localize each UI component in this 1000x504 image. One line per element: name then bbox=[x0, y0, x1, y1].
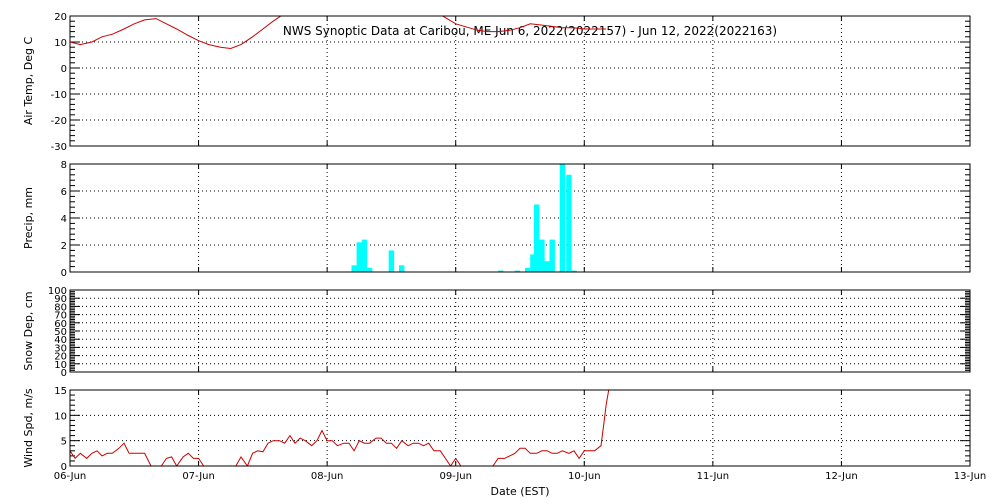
precip-bar bbox=[351, 265, 357, 272]
y-axis-label-wind: Wind Spd, m/s bbox=[22, 388, 35, 468]
data-precip bbox=[351, 164, 577, 272]
y-tick-label-temp: -30 bbox=[51, 142, 67, 153]
y-tick-label-wind: 15 bbox=[54, 386, 67, 397]
y-tick-label-snow: 90 bbox=[54, 294, 67, 305]
y-tick-label-snow: 80 bbox=[54, 302, 67, 313]
x-tick-label: 09-Jun bbox=[439, 471, 472, 482]
y-tick-label-precip: 4 bbox=[61, 214, 67, 225]
y-tick-label-wind: 5 bbox=[61, 437, 67, 448]
series-line-temp bbox=[70, 16, 607, 50]
panel-frame-snow bbox=[69, 289, 971, 373]
precip-bar bbox=[366, 267, 373, 272]
y-tick-label-snow: 70 bbox=[54, 311, 67, 322]
y-axis-label-snow: Snow Dep, cm bbox=[22, 291, 35, 370]
x-axis-label: Date (EST) bbox=[490, 485, 549, 498]
panel-frame-wind bbox=[69, 389, 971, 467]
y-tick-label-snow: 30 bbox=[54, 343, 67, 354]
y-tick-label-snow: 10 bbox=[54, 360, 67, 371]
x-tick-label: 13-Jun bbox=[954, 471, 987, 482]
chart-title: NWS Synoptic Data at Caribou, ME Jun 6, … bbox=[283, 24, 777, 38]
y-tick-label-temp: -20 bbox=[51, 116, 67, 127]
y-tick-label-temp: 10 bbox=[54, 38, 67, 49]
precip-bar bbox=[498, 270, 504, 272]
precip-bar bbox=[559, 164, 566, 272]
y-tick-label-snow: 0 bbox=[61, 368, 67, 379]
precip-bar bbox=[544, 261, 550, 272]
panel-precip: 0 2 4 6 8 Precip, mm bbox=[22, 160, 971, 279]
panel-temp: -30 -20 -10 0 10 20 Air Temp, Deg C bbox=[22, 12, 971, 153]
y-tick-label-temp: 20 bbox=[54, 12, 67, 23]
y-tick-label-temp: -10 bbox=[51, 90, 67, 101]
precip-bar bbox=[539, 239, 545, 272]
precip-bar bbox=[571, 270, 577, 272]
y-tick-label-snow: 60 bbox=[54, 319, 67, 330]
y-tick-label-snow: 50 bbox=[54, 327, 67, 338]
y-tick-label-snow: 100 bbox=[48, 286, 67, 297]
x-tick-label: 07-Jun bbox=[182, 471, 215, 482]
y-tick-label-wind: 0 bbox=[61, 462, 67, 473]
precip-bar bbox=[388, 250, 395, 272]
y-axis-label-precip: Precip, mm bbox=[22, 187, 35, 249]
data-wind bbox=[70, 390, 610, 466]
y-axis-label-temp: Air Temp, Deg C bbox=[22, 37, 35, 126]
precip-bar bbox=[566, 174, 572, 272]
y-tick-label-precip: 8 bbox=[61, 160, 67, 171]
y-tick-label-wind: 10 bbox=[54, 411, 67, 422]
precip-bar bbox=[399, 265, 405, 272]
precip-bar bbox=[525, 267, 531, 272]
y-tick-label-snow: 40 bbox=[54, 335, 67, 346]
y-tick-label-temp: 0 bbox=[61, 64, 67, 75]
precip-bar bbox=[534, 204, 540, 272]
y-tick-label-precip: 6 bbox=[61, 187, 67, 198]
x-tick-label: 06-Jun bbox=[54, 471, 87, 482]
x-tick-label: 08-Jun bbox=[311, 471, 344, 482]
y-tick-label-precip: 0 bbox=[61, 268, 67, 279]
panel-frame-temp bbox=[69, 15, 971, 147]
precip-bar bbox=[549, 239, 555, 272]
precip-bar bbox=[361, 239, 368, 272]
x-tick-label: 11-Jun bbox=[697, 471, 730, 482]
y-tick-label-snow: 20 bbox=[54, 352, 67, 363]
precip-bar bbox=[530, 254, 536, 272]
series-line-wind bbox=[70, 390, 610, 466]
y-tick-label-precip: 2 bbox=[61, 241, 67, 252]
panel-wind: 0 5 10 15 Wind Spd, m/s bbox=[22, 386, 971, 473]
precip-bar bbox=[356, 242, 362, 272]
panel-frame-precip bbox=[69, 163, 971, 273]
precip-bar bbox=[514, 270, 521, 272]
x-tick-label: 12-Jun bbox=[825, 471, 858, 482]
x-tick-label: 10-Jun bbox=[568, 471, 601, 482]
data-temp bbox=[70, 16, 607, 50]
